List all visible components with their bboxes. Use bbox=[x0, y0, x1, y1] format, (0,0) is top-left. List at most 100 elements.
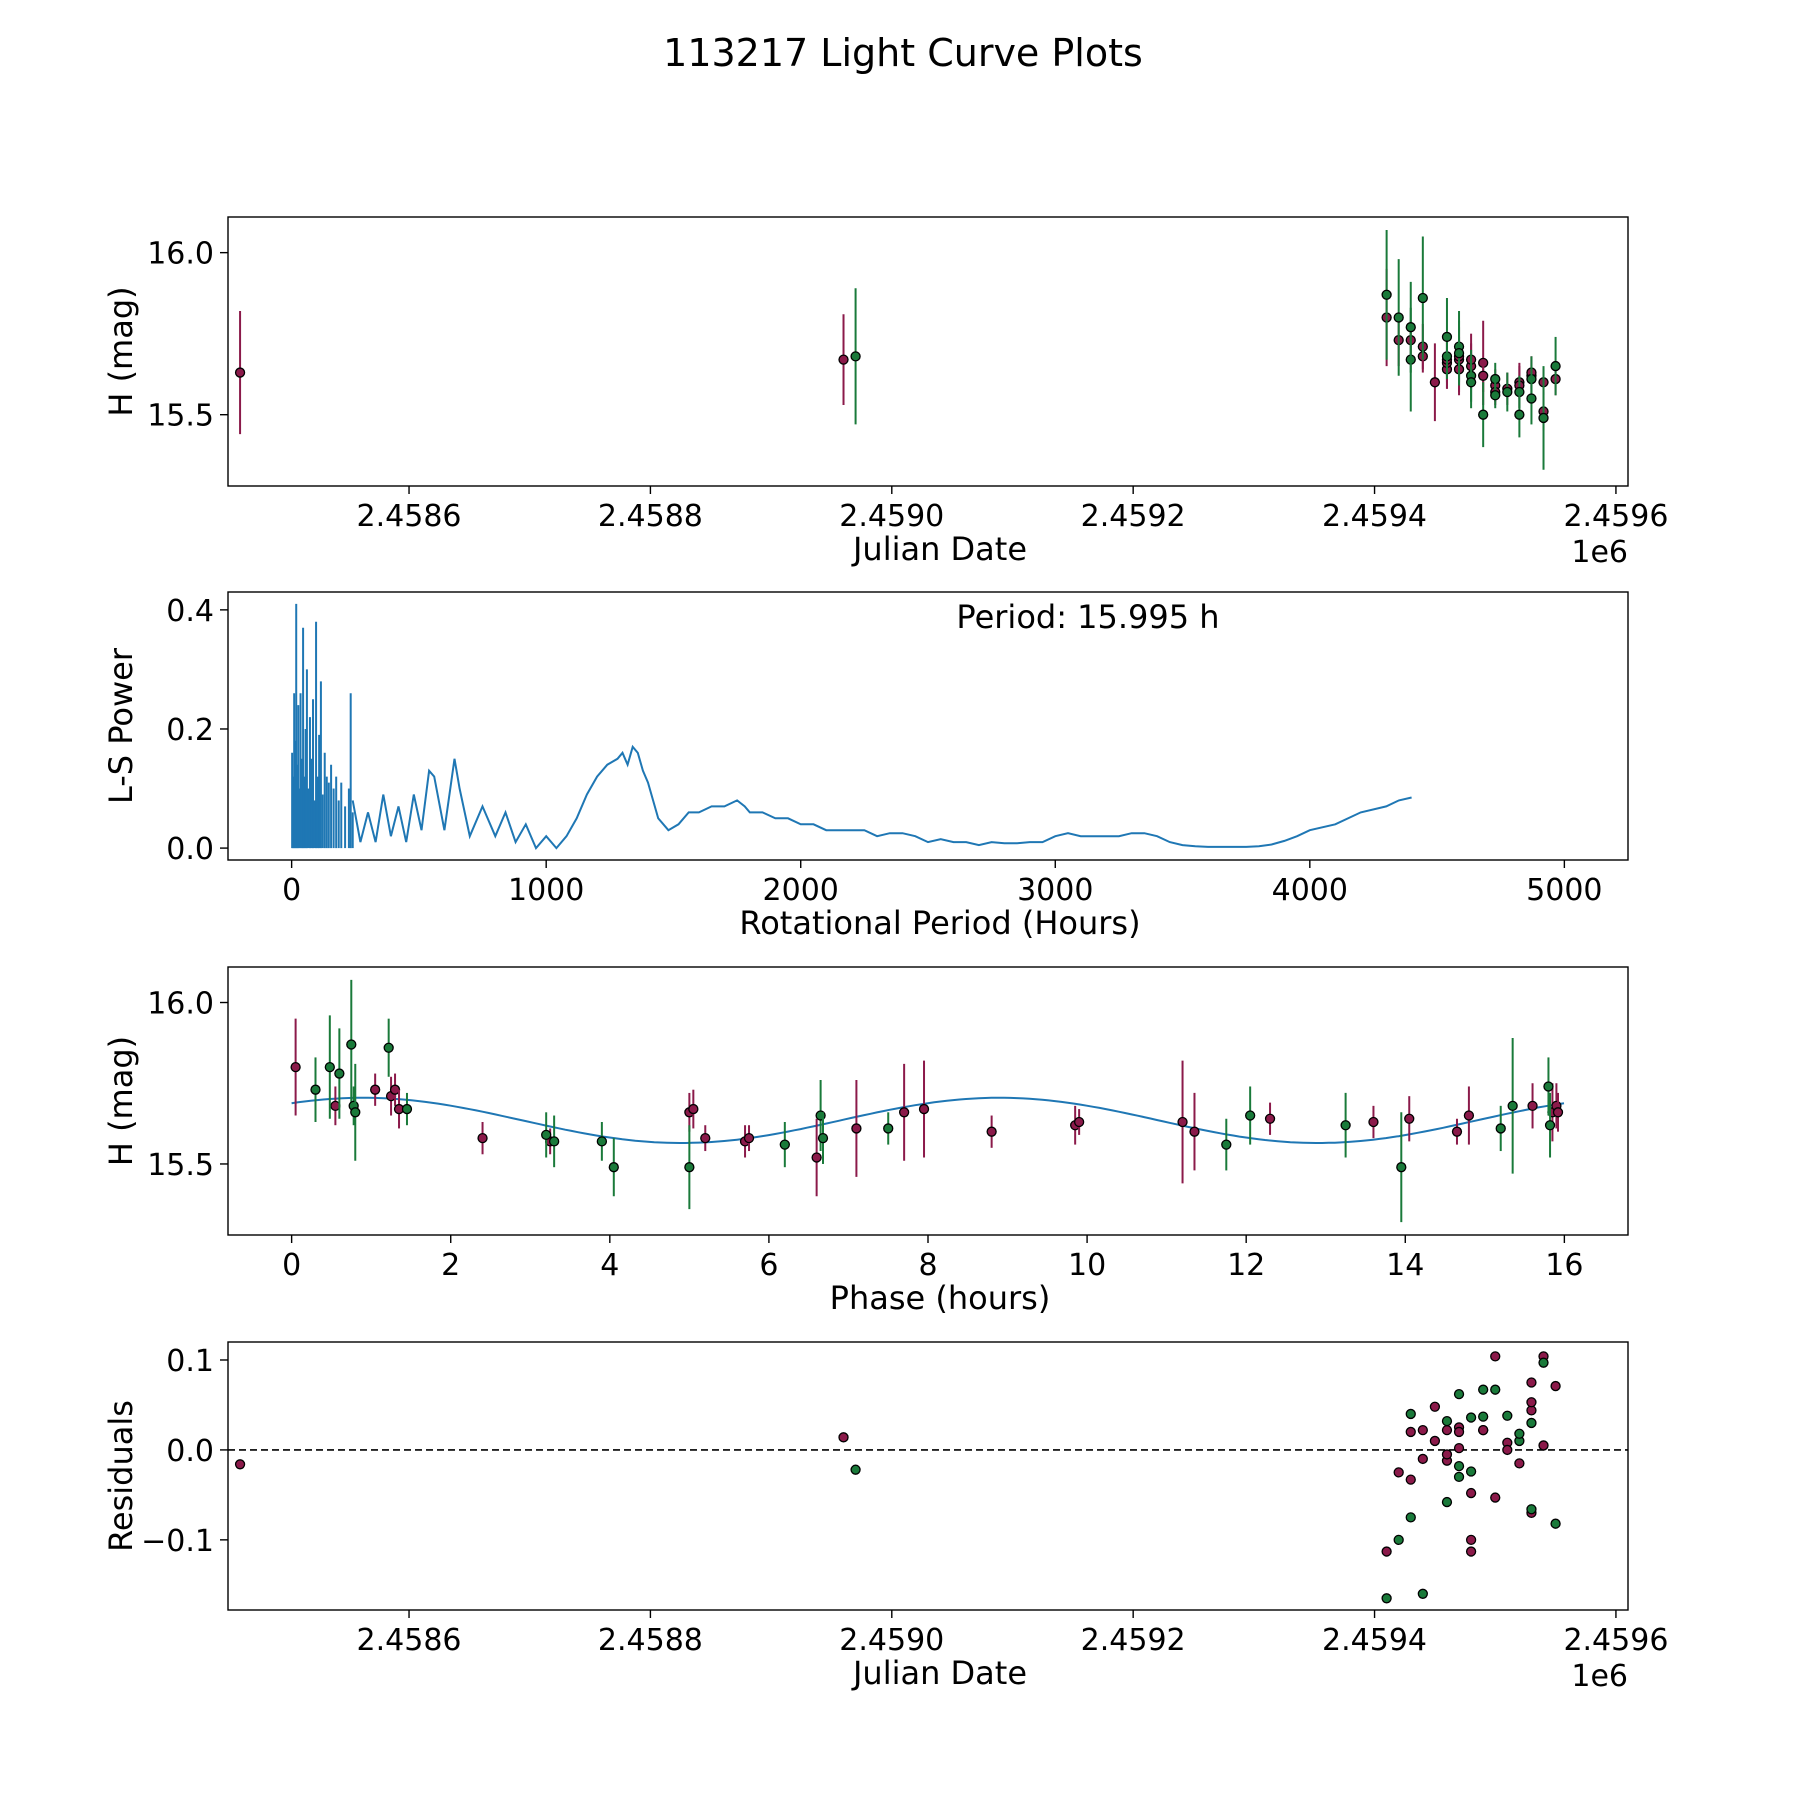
ls-x-tick-label: 3000 bbox=[1017, 873, 1093, 908]
res-maroon-data-point bbox=[1538, 1440, 1549, 1451]
ls-power-line bbox=[351, 744, 1412, 850]
res-green-data-point bbox=[1550, 1518, 1561, 1529]
phase-maroon-data-point bbox=[811, 1152, 822, 1163]
lc-green-data-point bbox=[1526, 393, 1537, 404]
res-green-data-point bbox=[1405, 1512, 1416, 1523]
res-green-data-point bbox=[1514, 1428, 1525, 1439]
phase-y-axis-label: H (mag) bbox=[102, 1036, 140, 1166]
res-x-tick-label: 2.4588 bbox=[598, 1623, 703, 1658]
phase-maroon-data-point bbox=[1189, 1126, 1200, 1137]
lc-maroon-data-point bbox=[838, 354, 849, 365]
res-x-axis-label: Julian Date bbox=[851, 1654, 1027, 1692]
phase-maroon-data-point bbox=[1368, 1116, 1379, 1128]
lc-green-data-point bbox=[1478, 409, 1489, 420]
res-green-data-point bbox=[1453, 1389, 1465, 1400]
lc-axes-frame bbox=[227, 216, 1629, 487]
phase-maroon-data-point bbox=[743, 1132, 755, 1144]
res-maroon-data-point bbox=[1405, 1426, 1416, 1438]
phase-model-curve bbox=[291, 1096, 1565, 1144]
res-green-data-point bbox=[1393, 1534, 1404, 1546]
ls-axes-frame bbox=[227, 591, 1629, 861]
res-green-data-point bbox=[1441, 1496, 1453, 1508]
phase-maroon-data-point bbox=[370, 1084, 381, 1095]
phase-green-data-point bbox=[684, 1162, 695, 1173]
res-maroon-data-point bbox=[1526, 1377, 1537, 1388]
phase-y-tick-label: 16.0 bbox=[147, 987, 214, 1022]
phase-green-data-point bbox=[310, 1084, 321, 1095]
panel-phase: 0 2 4 6 8 10 12 14 16 15.5 16.0 Phase (hours) H (mag… bbox=[102, 966, 1629, 1317]
panel-lc: 2.4586 2.4588 2.4590 2.4592 2.4594 2.4596 15.5… bbox=[102, 216, 1668, 570]
lc-maroon-data-point bbox=[1429, 377, 1441, 388]
phase-maroon-data-point bbox=[688, 1103, 699, 1115]
res-maroon-data-point bbox=[1465, 1546, 1477, 1557]
res-green-data-point bbox=[1490, 1384, 1501, 1395]
res-green-data-point bbox=[1417, 1588, 1428, 1599]
phase-green-data-point bbox=[883, 1123, 894, 1134]
lc-x-axis-label: Julian Date bbox=[851, 530, 1027, 568]
ls-x-tick-label: 0 bbox=[282, 873, 301, 908]
lc-maroon-data-point bbox=[234, 367, 246, 378]
phase-maroon-data-point bbox=[700, 1132, 711, 1144]
phase-green-data-point bbox=[401, 1103, 413, 1115]
res-green-data-point bbox=[1478, 1384, 1489, 1395]
phase-maroon-data-point bbox=[1463, 1110, 1475, 1121]
res-x-tick-label: 2.4590 bbox=[839, 1623, 944, 1658]
res-y-tick-label: 0.1 bbox=[166, 1344, 214, 1379]
phase-green-data-point bbox=[541, 1129, 552, 1141]
phase-x-tick-label: 2 bbox=[441, 1248, 460, 1283]
res-maroon-data-point bbox=[1465, 1534, 1477, 1546]
res-green-data-point bbox=[1453, 1460, 1465, 1472]
phase-green-data-point bbox=[779, 1139, 790, 1150]
lc-x-tick-label: 2.4590 bbox=[839, 499, 944, 534]
res-maroon-data-point bbox=[1429, 1401, 1441, 1412]
res-maroon-data-point bbox=[1502, 1444, 1513, 1456]
res-maroon-data-point bbox=[1405, 1474, 1416, 1485]
res-maroon-data-point bbox=[838, 1432, 849, 1443]
phase-green-data-point bbox=[1396, 1162, 1407, 1173]
lc-green-data-point bbox=[1405, 322, 1416, 333]
ls-period-annotation: Period: 15.995 h bbox=[956, 598, 1219, 636]
phase-maroon-data-point bbox=[1404, 1113, 1415, 1124]
res-maroon-data-point bbox=[1453, 1426, 1465, 1438]
phase-maroon-data-point bbox=[898, 1107, 910, 1118]
ls-y-tick-label: 0.0 bbox=[166, 832, 214, 867]
res-y-tick-label: −0.1 bbox=[141, 1524, 214, 1559]
res-maroon-data-point bbox=[1550, 1380, 1561, 1392]
ls-x-tick-label: 5000 bbox=[1526, 873, 1602, 908]
res-green-data-point bbox=[850, 1464, 861, 1475]
phase-x-tick-label: 16 bbox=[1545, 1248, 1583, 1283]
phase-maroon-data-point bbox=[1451, 1126, 1463, 1137]
panels: 2.4586 2.4588 2.4590 2.4592 2.4594 2.4596 15.5… bbox=[102, 216, 1668, 1694]
res-x-tick-label: 2.4596 bbox=[1563, 1623, 1668, 1658]
phase-maroon-data-point bbox=[851, 1123, 862, 1134]
phase-green-data-point bbox=[1245, 1110, 1256, 1121]
res-maroon-data-point bbox=[1490, 1492, 1501, 1503]
lc-green-data-point bbox=[1550, 360, 1561, 372]
phase-green-data-point bbox=[817, 1132, 829, 1144]
res-x-tick-label: 2.4592 bbox=[1081, 1623, 1186, 1658]
phase-maroon-data-point bbox=[1527, 1100, 1538, 1111]
res-x-tick-label: 2.4586 bbox=[357, 1623, 462, 1658]
lc-y-tick-label: 16.0 bbox=[147, 237, 214, 272]
res-maroon-data-point bbox=[1417, 1453, 1428, 1465]
lc-green-data-point bbox=[1490, 390, 1501, 401]
res-maroon-data-point bbox=[1514, 1458, 1525, 1469]
phase-green-data-point bbox=[1221, 1139, 1232, 1150]
phase-green-data-point bbox=[324, 1061, 335, 1073]
phase-x-tick-label: 6 bbox=[759, 1248, 778, 1283]
lc-x-tick-label: 2.4588 bbox=[598, 499, 703, 534]
lc-green-data-point bbox=[1514, 409, 1525, 420]
res-maroon-data-point bbox=[1526, 1397, 1537, 1408]
res-green-data-point bbox=[1465, 1412, 1477, 1423]
lc-green-data-point bbox=[1538, 412, 1549, 424]
phase-green-data-point bbox=[334, 1068, 345, 1079]
phase-maroon-data-point bbox=[1264, 1113, 1276, 1124]
ls-x-tick-label: 4000 bbox=[1272, 873, 1348, 908]
phase-x-tick-label: 0 bbox=[282, 1248, 301, 1283]
res-green-data-point bbox=[1441, 1415, 1453, 1427]
lc-maroon-data-point bbox=[1478, 370, 1489, 381]
res-maroon-data-point bbox=[1417, 1424, 1428, 1436]
res-x-offset-label: 1e6 bbox=[1571, 1659, 1628, 1694]
ls-y-axis-label: L-S Power bbox=[102, 647, 140, 804]
res-green-data-point bbox=[1538, 1357, 1549, 1368]
